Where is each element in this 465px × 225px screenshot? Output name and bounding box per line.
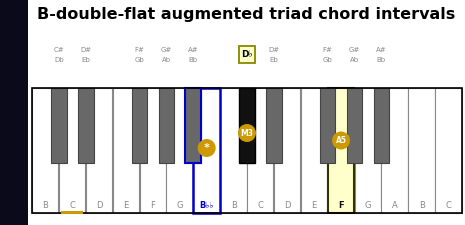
Text: F: F (151, 200, 155, 209)
Text: E: E (312, 200, 317, 209)
Text: M3: M3 (240, 128, 253, 137)
Text: B: B (42, 200, 48, 209)
Text: C: C (69, 200, 75, 209)
Text: G: G (365, 200, 371, 209)
Text: Bb: Bb (377, 57, 386, 63)
Text: basicmusictheory.com: basicmusictheory.com (12, 80, 16, 145)
Text: D: D (284, 200, 291, 209)
Text: F#: F# (134, 47, 145, 53)
Text: *: * (204, 143, 210, 153)
Bar (3, 207, 25, 216)
Text: Gb: Gb (135, 57, 144, 63)
Text: C: C (258, 200, 263, 209)
Text: G#: G# (349, 47, 360, 53)
Text: Db: Db (54, 57, 64, 63)
Text: F: F (338, 200, 344, 209)
Text: A#: A# (188, 47, 199, 53)
Text: D: D (96, 200, 102, 209)
Text: A5: A5 (336, 136, 346, 145)
Text: B: B (231, 200, 237, 209)
Text: F#: F# (323, 47, 332, 53)
Text: A: A (392, 200, 398, 209)
Text: B: B (419, 200, 425, 209)
Text: E: E (123, 200, 129, 209)
Text: B-double-flat augmented triad chord intervals: B-double-flat augmented triad chord inte… (37, 7, 456, 22)
Text: C#: C# (53, 47, 64, 53)
Text: B♭♭: B♭♭ (199, 200, 214, 209)
Text: G#: G# (161, 47, 172, 53)
Text: Ab: Ab (162, 57, 171, 63)
Text: Eb: Eb (81, 57, 90, 63)
Text: D♭: D♭ (241, 50, 253, 59)
Text: Eb: Eb (270, 57, 278, 63)
Text: G: G (177, 200, 183, 209)
Text: Ab: Ab (350, 57, 359, 63)
Text: D#: D# (80, 47, 91, 53)
Text: A#: A# (376, 47, 387, 53)
Text: C: C (445, 200, 452, 209)
Bar (3, 194, 25, 205)
Text: Gb: Gb (323, 57, 332, 63)
Text: Bb: Bb (189, 57, 198, 63)
Text: D#: D# (268, 47, 279, 53)
